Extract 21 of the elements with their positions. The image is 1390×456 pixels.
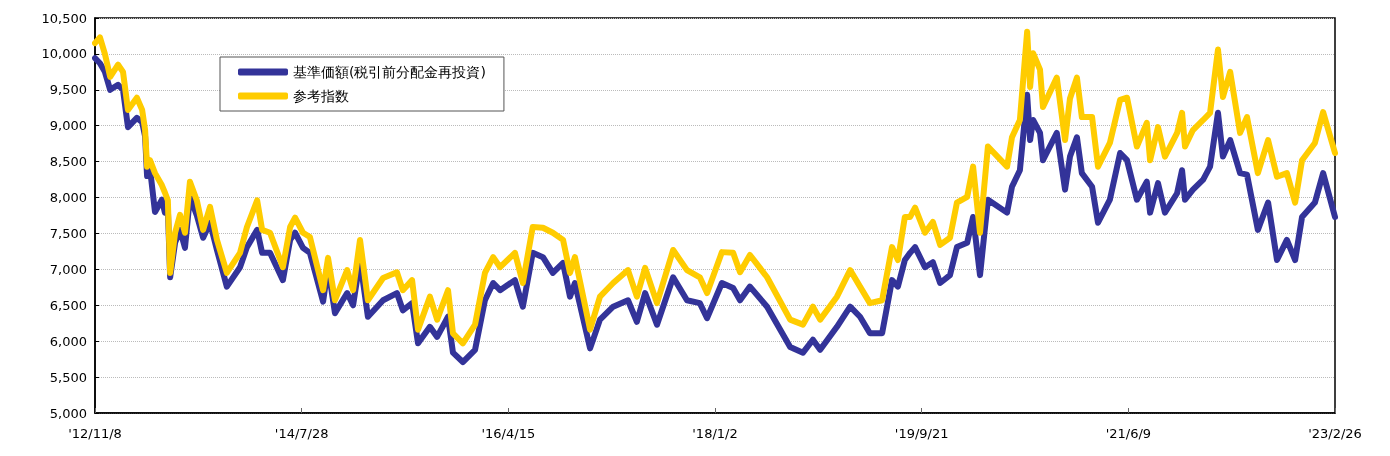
y-tick-label: 9,500 xyxy=(49,82,87,98)
y-tick-label: 8,500 xyxy=(49,154,87,170)
x-tick-label: '14/7/28 xyxy=(274,426,329,441)
y-tick-label: 10,000 xyxy=(41,46,87,62)
x-tick-label: '23/2/26 xyxy=(1308,426,1362,441)
x-tick-label: '19/9/21 xyxy=(894,426,949,441)
y-tick-label: 8,000 xyxy=(49,190,87,206)
y-tick-label: 7,500 xyxy=(49,225,87,241)
y-tick-label: 5,500 xyxy=(49,369,87,385)
x-tick-label: '18/1/2 xyxy=(692,426,738,441)
y-tick-label: 7,000 xyxy=(49,261,87,277)
y-tick-label: 10,500 xyxy=(41,10,87,26)
x-tick-label: '21/6/9 xyxy=(1105,426,1152,441)
x-tick-label: '16/4/15 xyxy=(481,426,536,441)
x-tick-label: '12/11/8 xyxy=(68,426,122,441)
y-tick-label: 6,000 xyxy=(49,333,87,349)
y-tick-label: 5,000 xyxy=(49,405,87,421)
legend-label: 基準価額(税引前分配金再投資) xyxy=(293,64,486,80)
y-tick-label: 9,000 xyxy=(49,118,87,134)
legend-label: 参考指数 xyxy=(293,88,349,104)
y-tick-label: 6,500 xyxy=(49,297,87,313)
